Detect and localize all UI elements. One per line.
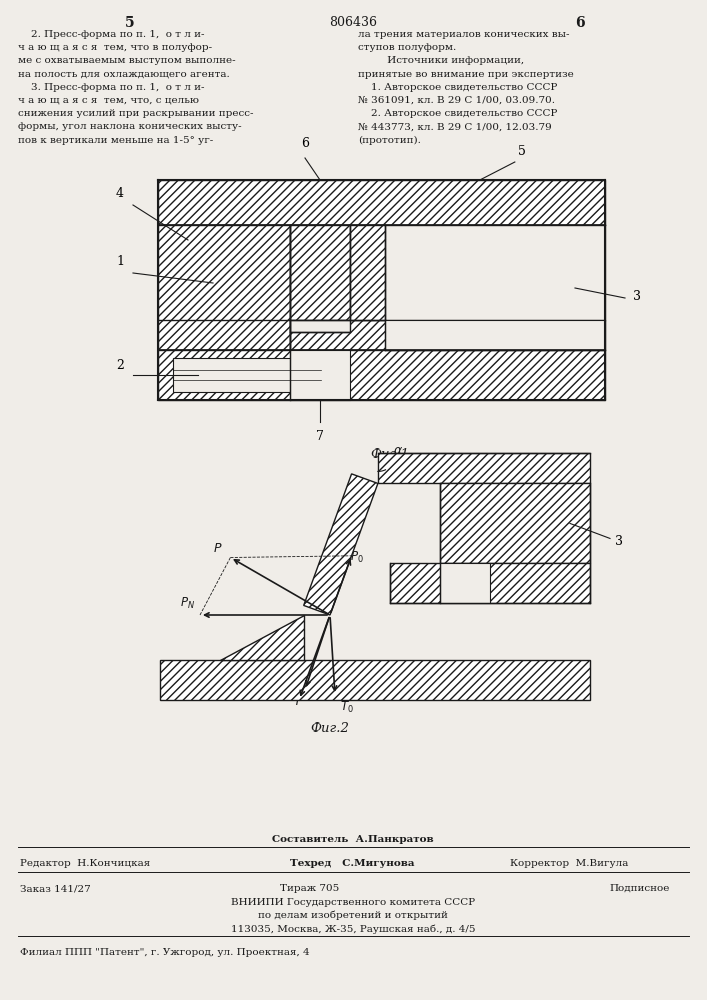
Text: $T$: $T$ bbox=[293, 695, 303, 708]
Text: 5: 5 bbox=[125, 16, 135, 30]
Bar bbox=[173, 358, 321, 392]
Bar bbox=[290, 350, 350, 400]
Text: 3. Пресс-форма по п. 1,  о т л и-: 3. Пресс-форма по п. 1, о т л и- bbox=[18, 83, 204, 92]
Bar bbox=[385, 320, 605, 350]
Bar bbox=[385, 225, 605, 320]
Text: 6: 6 bbox=[575, 16, 585, 30]
Bar bbox=[158, 320, 290, 350]
Text: 2. Авторское свидетельство СССР: 2. Авторское свидетельство СССР bbox=[358, 109, 557, 118]
Text: 4: 4 bbox=[116, 187, 124, 200]
Text: формы, угол наклона конических высту-: формы, угол наклона конических высту- bbox=[18, 122, 242, 131]
Text: № 443773, кл. В 29 С 1/00, 12.03.79: № 443773, кл. В 29 С 1/00, 12.03.79 bbox=[358, 122, 551, 131]
Text: № 361091, кл. В 29 С 1/00, 03.09.70.: № 361091, кл. В 29 С 1/00, 03.09.70. bbox=[358, 96, 555, 105]
Text: ч а ю щ а я с я  тем, что в полуфор-: ч а ю щ а я с я тем, что в полуфор- bbox=[18, 43, 212, 52]
Polygon shape bbox=[220, 615, 304, 660]
Text: 806436: 806436 bbox=[329, 16, 377, 29]
Text: 5: 5 bbox=[518, 145, 526, 158]
Text: (прототип).: (прототип). bbox=[358, 136, 421, 145]
Text: 113035, Москва, Ж-35, Раушская наб., д. 4/5: 113035, Москва, Ж-35, Раушская наб., д. … bbox=[230, 924, 475, 934]
Text: Филиал ППП "Патент", г. Ужгород, ул. Проектная, 4: Филиал ППП "Патент", г. Ужгород, ул. Про… bbox=[20, 948, 310, 957]
Text: $\alpha$: $\alpha$ bbox=[393, 444, 403, 457]
Text: снижения усилий при раскрывании пресс-: снижения усилий при раскрывании пресс- bbox=[18, 109, 254, 118]
Text: Заказ 141/27: Заказ 141/27 bbox=[20, 884, 90, 893]
Bar bbox=[378, 453, 590, 483]
Text: 7: 7 bbox=[316, 430, 324, 443]
Text: ла трения материалов конических вы-: ла трения материалов конических вы- bbox=[358, 30, 570, 39]
Bar bbox=[440, 483, 590, 563]
Text: Корректор  М.Вигула: Корректор М.Вигула bbox=[510, 859, 629, 868]
Text: Фиг.2: Фиг.2 bbox=[310, 722, 349, 735]
Text: ступов полуформ.: ступов полуформ. bbox=[358, 43, 456, 52]
Text: Источники информации,: Источники информации, bbox=[358, 56, 524, 65]
Text: 3: 3 bbox=[615, 535, 623, 548]
Text: ВНИИПИ Государственного комитета СССР: ВНИИПИ Государственного комитета СССР bbox=[231, 898, 475, 907]
Text: 1. Авторское свидетельство СССР: 1. Авторское свидетельство СССР bbox=[358, 83, 557, 92]
Text: Фиг.1: Фиг.1 bbox=[370, 448, 409, 461]
Text: 1: 1 bbox=[116, 255, 124, 268]
Text: на полость для охлаждающего агента.: на полость для охлаждающего агента. bbox=[18, 70, 230, 79]
Text: Тираж 705: Тираж 705 bbox=[281, 884, 339, 893]
Text: принятые во внимание при экспертизе: принятые во внимание при экспертизе bbox=[358, 70, 574, 79]
Bar bbox=[385, 320, 605, 350]
Bar bbox=[290, 320, 605, 350]
Text: $P$: $P$ bbox=[213, 542, 223, 554]
Polygon shape bbox=[304, 474, 378, 615]
Text: 2. Пресс-форма по п. 1,  о т л и-: 2. Пресс-форма по п. 1, о т л и- bbox=[18, 30, 204, 39]
Text: $P_0$: $P_0$ bbox=[351, 550, 364, 565]
Bar bbox=[350, 225, 385, 320]
Text: $T_0$: $T_0$ bbox=[340, 700, 354, 715]
Bar bbox=[158, 225, 290, 350]
Bar bbox=[380, 483, 440, 563]
Bar bbox=[160, 660, 590, 700]
Bar bbox=[440, 563, 490, 603]
Text: $P_N$: $P_N$ bbox=[180, 596, 195, 611]
Bar bbox=[158, 350, 605, 400]
Bar bbox=[290, 225, 350, 320]
Text: Редактор  Н.Кончицкая: Редактор Н.Кончицкая bbox=[20, 859, 151, 868]
Text: по делам изобретений и открытий: по делам изобретений и открытий bbox=[258, 911, 448, 920]
Bar bbox=[390, 563, 590, 603]
Text: 3: 3 bbox=[633, 290, 641, 302]
Text: Подписное: Подписное bbox=[610, 884, 670, 893]
Text: ме с охватываемым выступом выполне-: ме с охватываемым выступом выполне- bbox=[18, 56, 235, 65]
Text: 2: 2 bbox=[116, 359, 124, 372]
Text: 4: 4 bbox=[445, 577, 453, 590]
Text: пов к вертикали меньше на 1-5° уг-: пов к вертикали меньше на 1-5° уг- bbox=[18, 136, 214, 145]
Bar bbox=[290, 320, 350, 332]
Text: Техред   С.Мигунова: Техред С.Мигунова bbox=[290, 859, 414, 868]
Text: ч а ю щ а я с я  тем, что, с целью: ч а ю щ а я с я тем, что, с целью bbox=[18, 96, 199, 105]
Bar bbox=[158, 180, 605, 225]
Text: 6: 6 bbox=[301, 137, 309, 150]
Text: Составитель  А.Панкратов: Составитель А.Панкратов bbox=[272, 835, 434, 844]
